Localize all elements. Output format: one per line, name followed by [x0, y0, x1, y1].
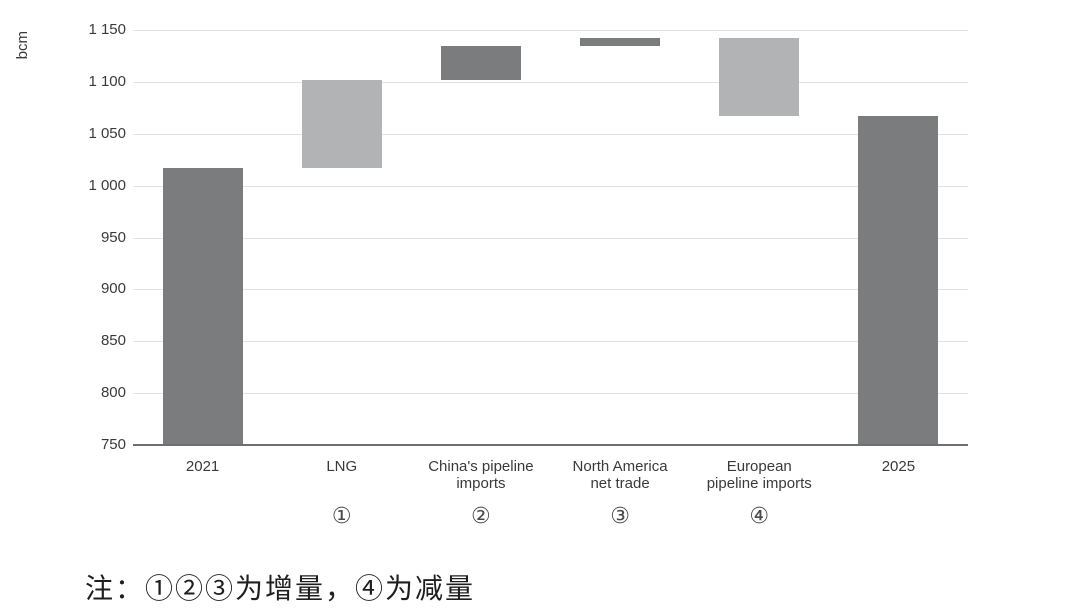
gridline-1150 — [133, 30, 968, 31]
gridline-950 — [133, 237, 968, 239]
y-tick-800: 800 — [100, 384, 126, 402]
y-axis-label: bcm — [14, 31, 31, 60]
y-tick-1050: 1 050 — [88, 124, 126, 142]
x-category-label-north-america-net-trade: North America net trade — [545, 458, 695, 492]
y-tick-1100: 1 100 — [88, 72, 126, 90]
x-category-label-line: LNG — [326, 458, 358, 475]
x-category-label-china-s-pipeline-imports: China's pipeline imports — [406, 458, 556, 492]
circled-marker-1: ① — [331, 504, 352, 529]
footnote: 注：①②③为增量，④为减量 — [85, 572, 476, 605]
x-category-label-european-pipeline-imports: European pipeline imports — [684, 458, 834, 492]
bar-lng — [301, 79, 382, 168]
y-tick-1150: 1 150 — [88, 21, 126, 38]
x-category-label-2025: 2025 — [823, 458, 973, 475]
x-category-label-2021: 2021 — [128, 458, 278, 475]
circled-marker-4: ④ — [749, 504, 770, 529]
bar-european-pipeline-imports — [719, 38, 800, 117]
bar-china-s-pipeline-imports — [440, 45, 521, 80]
x-category-label-line: European — [726, 458, 792, 475]
bar-2025 — [858, 116, 939, 445]
x-category-label-line: pipeline imports — [706, 475, 812, 492]
gridline-800 — [133, 393, 968, 395]
y-tick-850: 850 — [100, 332, 126, 350]
y-tick-900: 900 — [100, 280, 126, 298]
x-category-label-line: 2025 — [881, 458, 916, 475]
gridline-900 — [133, 289, 968, 291]
x-axis-line — [133, 444, 968, 446]
y-tick-950: 950 — [100, 228, 126, 246]
gridline-1100 — [133, 81, 968, 83]
x-category-label-line: China's pipeline — [428, 458, 534, 475]
x-category-label-line: net trade — [590, 475, 650, 492]
gridline-1000 — [133, 185, 968, 187]
bar-north-america-net-trade — [580, 38, 661, 46]
x-category-label-line: 2021 — [185, 458, 220, 475]
y-tick-750: 750 — [100, 436, 126, 453]
circled-marker-2: ② — [471, 504, 491, 529]
x-category-label-line: imports — [456, 475, 506, 492]
x-category-label-line: North America — [572, 458, 668, 475]
gridline-1050 — [133, 133, 968, 135]
circled-marker-3: ③ — [610, 504, 630, 529]
bar-2021 — [162, 167, 243, 445]
gridline-850 — [133, 341, 968, 343]
x-category-label-lng: LNG — [267, 458, 417, 475]
y-tick-1000: 1 000 — [88, 176, 126, 194]
